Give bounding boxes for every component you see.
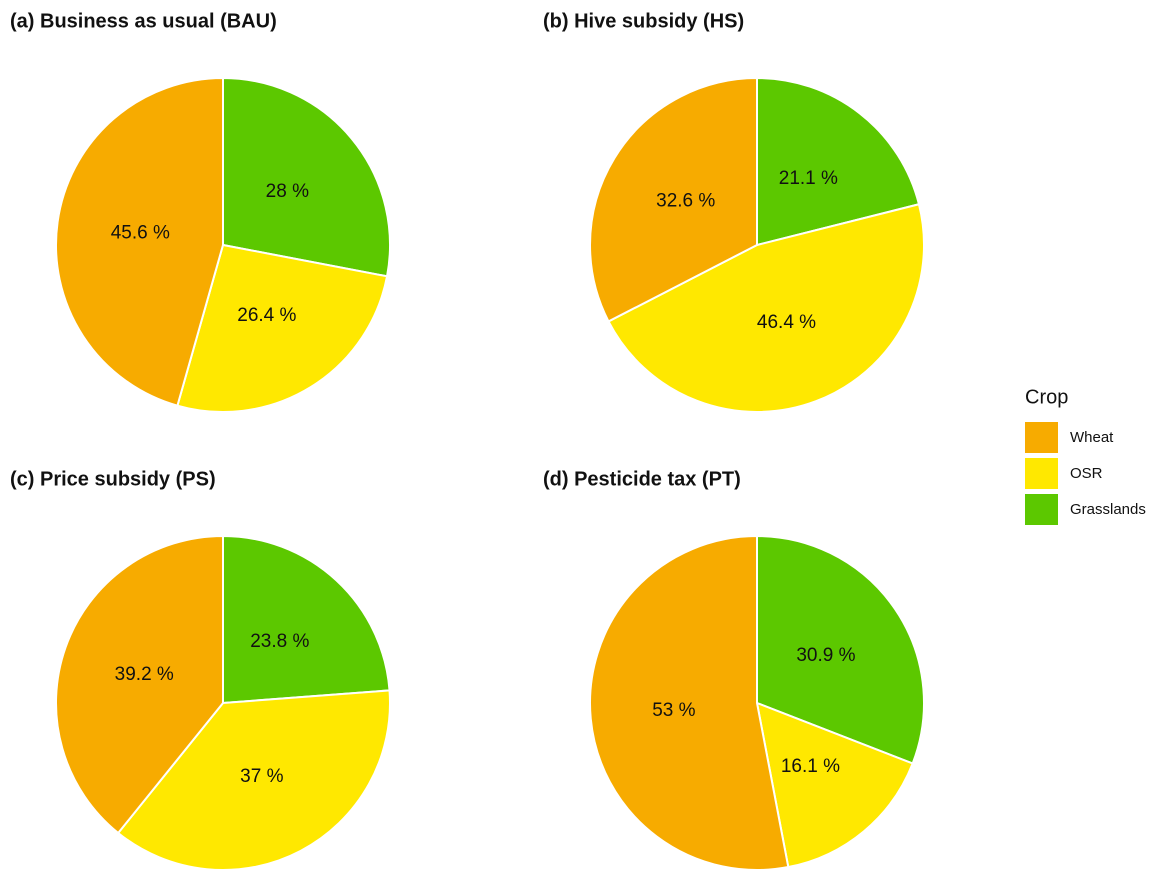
pie-slice: [176, 243, 389, 413]
legend-label: Wheat: [1070, 429, 1114, 446]
slice-label: 37 %: [240, 766, 283, 787]
slice-label: 39.2 %: [115, 664, 174, 685]
pie-slice: [755, 701, 914, 869]
legend-label: OSR: [1070, 465, 1103, 482]
legend-title: Crop: [1025, 386, 1068, 408]
chart-title: (c) Price subsidy (PS): [10, 468, 216, 490]
pie-slice: [222, 534, 391, 705]
slice-label: 26.4 %: [237, 305, 296, 326]
chart-title: (a) Business as usual (BAU): [10, 10, 277, 32]
slice-label: 53 %: [652, 700, 695, 721]
pie-slice: [116, 689, 391, 870]
pie-slice: [607, 203, 925, 413]
slice-label: 32.6 %: [656, 191, 715, 212]
pie-slice: [222, 76, 391, 278]
pie-slice: [55, 534, 224, 835]
legend-swatch: [1025, 494, 1058, 525]
pie-slice: [55, 76, 224, 407]
chart-title: (d) Pesticide tax (PT): [543, 468, 741, 490]
slice-label: 28 %: [266, 181, 309, 202]
slice-label: 16.1 %: [781, 756, 840, 777]
legend-label: Grasslands: [1070, 501, 1146, 518]
slice-label: 46.4 %: [757, 312, 816, 333]
chart-title: (b) Hive subsidy (HS): [543, 10, 744, 32]
slice-label: 45.6 %: [111, 223, 170, 244]
legend-swatch: [1025, 458, 1058, 489]
slice-label: 30.9 %: [796, 645, 855, 666]
slice-label: 23.8 %: [250, 631, 309, 652]
pie-slice: [589, 76, 758, 323]
pie-slice: [756, 534, 925, 765]
slice-label: 21.1 %: [779, 168, 838, 189]
pie-slice: [756, 76, 921, 247]
pie-slice: [589, 534, 790, 870]
legend-swatch: [1025, 422, 1058, 453]
